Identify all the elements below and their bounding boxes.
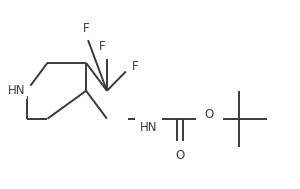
Text: O: O xyxy=(175,149,184,162)
Text: F: F xyxy=(83,22,89,35)
Text: HN: HN xyxy=(140,121,157,134)
Text: F: F xyxy=(99,40,105,53)
Text: HN: HN xyxy=(8,84,25,97)
Text: F: F xyxy=(132,60,139,73)
Text: O: O xyxy=(205,108,214,121)
